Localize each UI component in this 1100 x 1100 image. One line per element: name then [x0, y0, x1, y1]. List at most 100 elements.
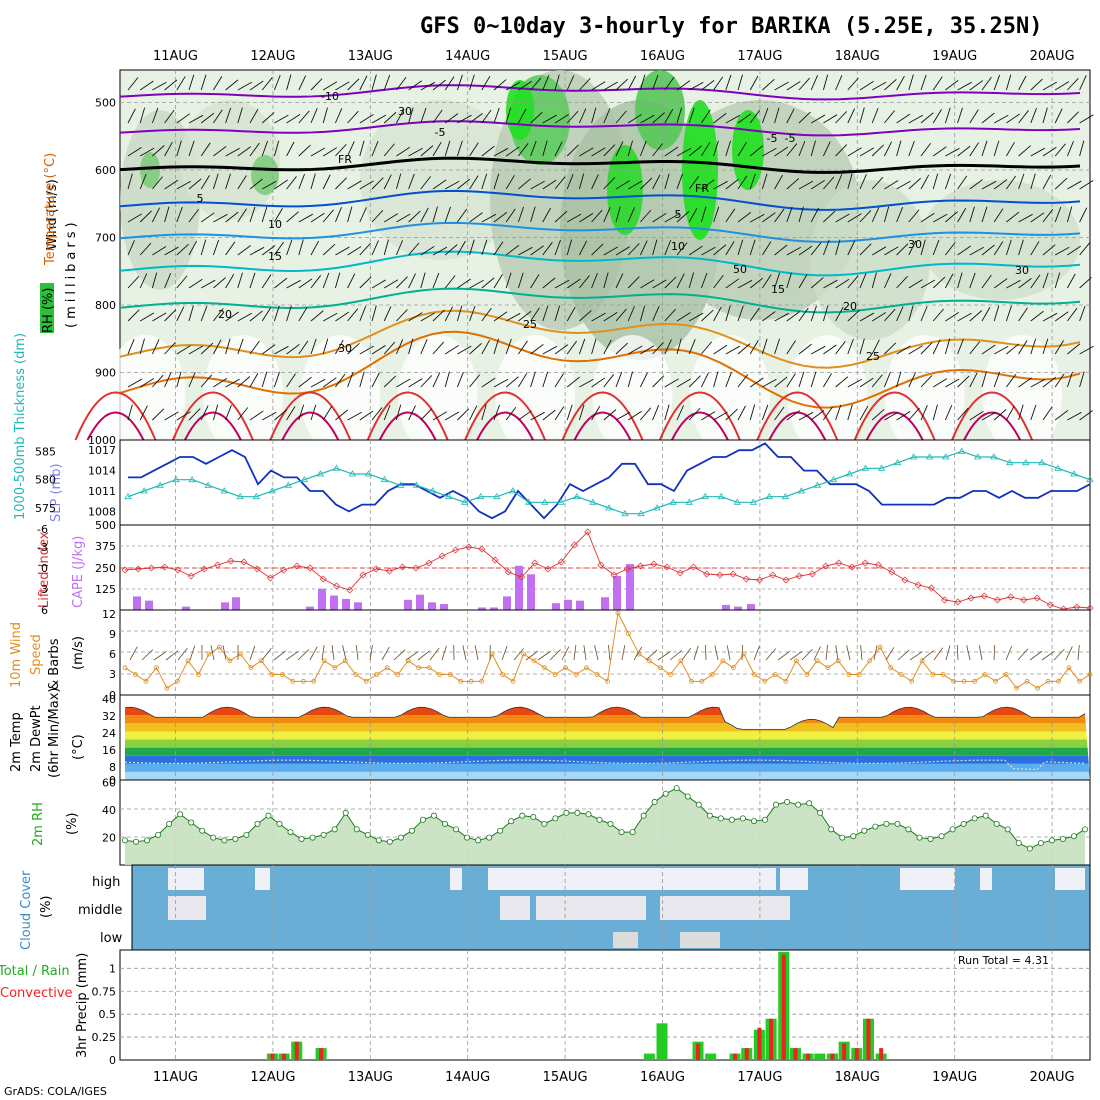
surface-wind-barb	[835, 645, 839, 661]
wind-barb	[664, 378, 679, 388]
wind-barb	[835, 376, 849, 388]
rh-region	[810, 180, 930, 340]
cape-bar	[133, 596, 141, 610]
wind-barb	[981, 244, 995, 256]
wind-barb	[725, 178, 739, 190]
surface-wind-barb	[753, 645, 760, 661]
wind-barb	[127, 404, 133, 421]
wind-barb	[1067, 180, 1082, 190]
surface-wind-barb	[129, 646, 138, 661]
rh-marker	[673, 785, 680, 792]
wind-barb	[347, 110, 359, 124]
temperature-contour	[119, 287, 1081, 314]
temperature-contour	[119, 309, 1081, 369]
wind-speed-marker	[143, 678, 149, 684]
wind-barb	[579, 378, 594, 388]
wind-barb	[481, 404, 487, 421]
wind-barb	[457, 178, 471, 190]
wind-barb	[627, 75, 637, 91]
wind-barb	[164, 411, 179, 421]
wind-barb	[310, 275, 322, 289]
wind-barb	[798, 411, 814, 421]
wind-speed-marker	[804, 672, 810, 677]
wind-barb	[1054, 246, 1070, 256]
wind-barb	[835, 144, 848, 157]
wind-barb	[579, 240, 588, 256]
wind-barb	[249, 340, 260, 355]
wind-barb	[835, 306, 844, 322]
slp-tick-label: 1008	[88, 505, 116, 518]
lifted-index-marker	[359, 571, 367, 579]
wind-barb	[676, 242, 688, 256]
thickness-marker	[300, 475, 309, 483]
wind-barb	[725, 241, 735, 256]
wind-barb	[615, 308, 627, 322]
wind-barb	[871, 207, 880, 223]
wind-barb	[945, 273, 954, 289]
top-date-axis: 11AUG 12AUG 13AUG 14AUG 15AUG 16AUG 17AUG 18AUG…	[153, 49, 1075, 64]
wind-barb	[237, 146, 252, 157]
wind-barb	[249, 142, 260, 157]
wind-barb	[859, 210, 872, 223]
wind-barb	[835, 213, 850, 223]
thickness-marker	[348, 470, 357, 477]
wind-barb	[701, 246, 716, 256]
bottom-date-label: 12AUG	[250, 1070, 295, 1085]
surface-wind-barb	[342, 645, 347, 661]
rh-marker	[408, 827, 415, 834]
rh-marker	[475, 837, 482, 844]
wind-barb	[981, 344, 996, 355]
wind-speed-marker	[709, 672, 715, 677]
surface-wind-barb	[177, 648, 188, 661]
cloud-block-high	[255, 868, 270, 890]
wind-barb	[396, 108, 405, 124]
surface-wind-barb	[693, 645, 699, 661]
wind-barb	[359, 180, 374, 190]
wind-barb	[1042, 244, 1056, 256]
thickness-marker	[1006, 458, 1014, 466]
wind-barb	[310, 310, 324, 322]
wind-barb	[432, 309, 445, 322]
wind-speed-marker	[919, 658, 925, 664]
surface-wind-barb	[933, 647, 944, 661]
surface-wind-barb	[429, 647, 440, 661]
wind-barb	[444, 345, 459, 355]
wind-barb	[932, 146, 947, 157]
wind-barb	[762, 378, 777, 388]
wind-speed-marker	[993, 678, 998, 684]
wind-barb	[884, 180, 899, 190]
wind-barb	[591, 209, 603, 223]
lifted-index-marker	[993, 596, 1001, 604]
lifted-index-marker	[280, 566, 288, 574]
wind-barb	[603, 144, 616, 157]
wind-barb	[444, 76, 455, 91]
lifted-index-marker	[1046, 601, 1054, 609]
rh-marker	[188, 819, 195, 826]
wind-barb	[444, 411, 460, 421]
wind-barb	[615, 342, 628, 355]
rh-marker	[155, 831, 162, 838]
thickness-marker	[477, 492, 485, 500]
wind-barb	[1030, 78, 1043, 91]
wind-barb	[871, 107, 879, 124]
wind-barb	[713, 371, 719, 388]
wind-barb	[835, 75, 843, 91]
wind-speed-marker	[647, 658, 652, 664]
cape-label-li: Lifted Index	[37, 531, 52, 608]
wind-barb	[688, 245, 703, 256]
wind-barb	[457, 278, 471, 289]
lifted-index-marker	[570, 541, 578, 549]
surface-wind-barb	[594, 645, 599, 661]
wind-barb	[920, 306, 928, 322]
surface-wind-barb	[417, 650, 431, 661]
wind-barb	[334, 207, 342, 223]
wind-barb	[554, 279, 570, 289]
wind-barb	[383, 239, 389, 256]
wind-barb	[883, 141, 893, 157]
wind-barb	[1006, 343, 1020, 355]
wind-barb	[249, 310, 263, 322]
lifted-index-marker	[689, 563, 697, 571]
wind-speed-marker	[961, 678, 967, 684]
rh-dry-region	[592, 335, 673, 455]
